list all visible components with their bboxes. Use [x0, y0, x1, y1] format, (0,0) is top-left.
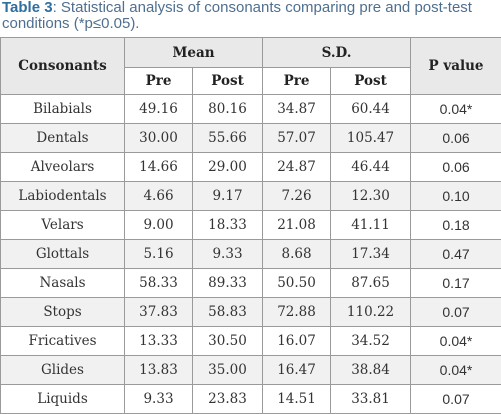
- mean-pre-cell: 30.00: [125, 124, 193, 153]
- consonant-cell: Glottals: [1, 240, 125, 269]
- sd-post-cell: 34.52: [331, 327, 411, 356]
- header-sd: S.D.: [263, 38, 411, 68]
- mean-post-cell: 18.33: [193, 211, 263, 240]
- p-value-cell: 0.10: [411, 182, 501, 211]
- sd-post-cell: 12.30: [331, 182, 411, 211]
- mean-post-cell: 30.50: [193, 327, 263, 356]
- sd-pre-cell: 14.51: [263, 385, 331, 414]
- sd-post-cell: 41.11: [331, 211, 411, 240]
- mean-pre-cell: 37.83: [125, 298, 193, 327]
- mean-post-cell: 23.83: [193, 385, 263, 414]
- sd-pre-cell: 21.08: [263, 211, 331, 240]
- p-value-cell: 0.07: [411, 298, 501, 327]
- mean-pre-cell: 58.33: [125, 269, 193, 298]
- p-value-cell: 0.04*: [411, 356, 501, 385]
- mean-pre-cell: 9.33: [125, 385, 193, 414]
- caption-text: : Statistical analysis of consonants com…: [2, 0, 472, 32]
- consonant-cell: Dentals: [1, 124, 125, 153]
- mean-pre-cell: 9.00: [125, 211, 193, 240]
- header-mean: Mean: [125, 38, 263, 68]
- mean-pre-cell: 13.33: [125, 327, 193, 356]
- p-value-cell: 0.07: [411, 385, 501, 414]
- mean-post-cell: 89.33: [193, 269, 263, 298]
- mean-pre-cell: 4.66: [125, 182, 193, 211]
- sd-pre-cell: 57.07: [263, 124, 331, 153]
- consonant-cell: Stops: [1, 298, 125, 327]
- mean-pre-cell: 49.16: [125, 95, 193, 124]
- sd-pre-cell: 34.87: [263, 95, 331, 124]
- sd-post-cell: 110.22: [331, 298, 411, 327]
- mean-post-cell: 9.17: [193, 182, 263, 211]
- consonants-table: Consonants Mean S.D. P value Pre Post Pr…: [0, 37, 501, 414]
- table-caption: Table 3: Statistical analysis of consona…: [0, 0, 501, 32]
- sd-post-cell: 60.44: [331, 95, 411, 124]
- sd-pre-cell: 7.26: [263, 182, 331, 211]
- consonant-cell: Nasals: [1, 269, 125, 298]
- p-value-cell: 0.17: [411, 269, 501, 298]
- sd-post-cell: 105.47: [331, 124, 411, 153]
- p-value-cell: 0.04*: [411, 327, 501, 356]
- p-value-cell: 0.06: [411, 153, 501, 182]
- mean-post-cell: 58.83: [193, 298, 263, 327]
- consonant-cell: Alveolars: [1, 153, 125, 182]
- header-sd-post: Post: [331, 68, 411, 95]
- sd-pre-cell: 16.07: [263, 327, 331, 356]
- header-consonants: Consonants: [1, 38, 125, 95]
- p-value-cell: 0.04*: [411, 95, 501, 124]
- consonant-cell: Fricatives: [1, 327, 125, 356]
- sd-pre-cell: 16.47: [263, 356, 331, 385]
- p-value-cell: 0.47: [411, 240, 501, 269]
- p-value-cell: 0.18: [411, 211, 501, 240]
- mean-post-cell: 9.33: [193, 240, 263, 269]
- mean-pre-cell: 13.83: [125, 356, 193, 385]
- mean-post-cell: 80.16: [193, 95, 263, 124]
- consonant-cell: Labiodentals: [1, 182, 125, 211]
- mean-pre-cell: 14.66: [125, 153, 193, 182]
- header-mean-pre: Pre: [125, 68, 193, 95]
- sd-post-cell: 38.84: [331, 356, 411, 385]
- consonant-cell: Velars: [1, 211, 125, 240]
- table-label: Table 3: [2, 0, 53, 16]
- header-mean-post: Post: [193, 68, 263, 95]
- sd-pre-cell: 8.68: [263, 240, 331, 269]
- sd-pre-cell: 50.50: [263, 269, 331, 298]
- sd-post-cell: 17.34: [331, 240, 411, 269]
- consonant-cell: Bilabials: [1, 95, 125, 124]
- mean-post-cell: 29.00: [193, 153, 263, 182]
- header-sd-pre: Pre: [263, 68, 331, 95]
- mean-pre-cell: 5.16: [125, 240, 193, 269]
- sd-post-cell: 46.44: [331, 153, 411, 182]
- consonant-cell: Glides: [1, 356, 125, 385]
- sd-pre-cell: 72.88: [263, 298, 331, 327]
- mean-post-cell: 55.66: [193, 124, 263, 153]
- sd-post-cell: 87.65: [331, 269, 411, 298]
- p-value-cell: 0.06: [411, 124, 501, 153]
- sd-post-cell: 33.81: [331, 385, 411, 414]
- consonant-cell: Liquids: [1, 385, 125, 414]
- sd-pre-cell: 24.87: [263, 153, 331, 182]
- mean-post-cell: 35.00: [193, 356, 263, 385]
- header-p-value: P value: [411, 38, 501, 95]
